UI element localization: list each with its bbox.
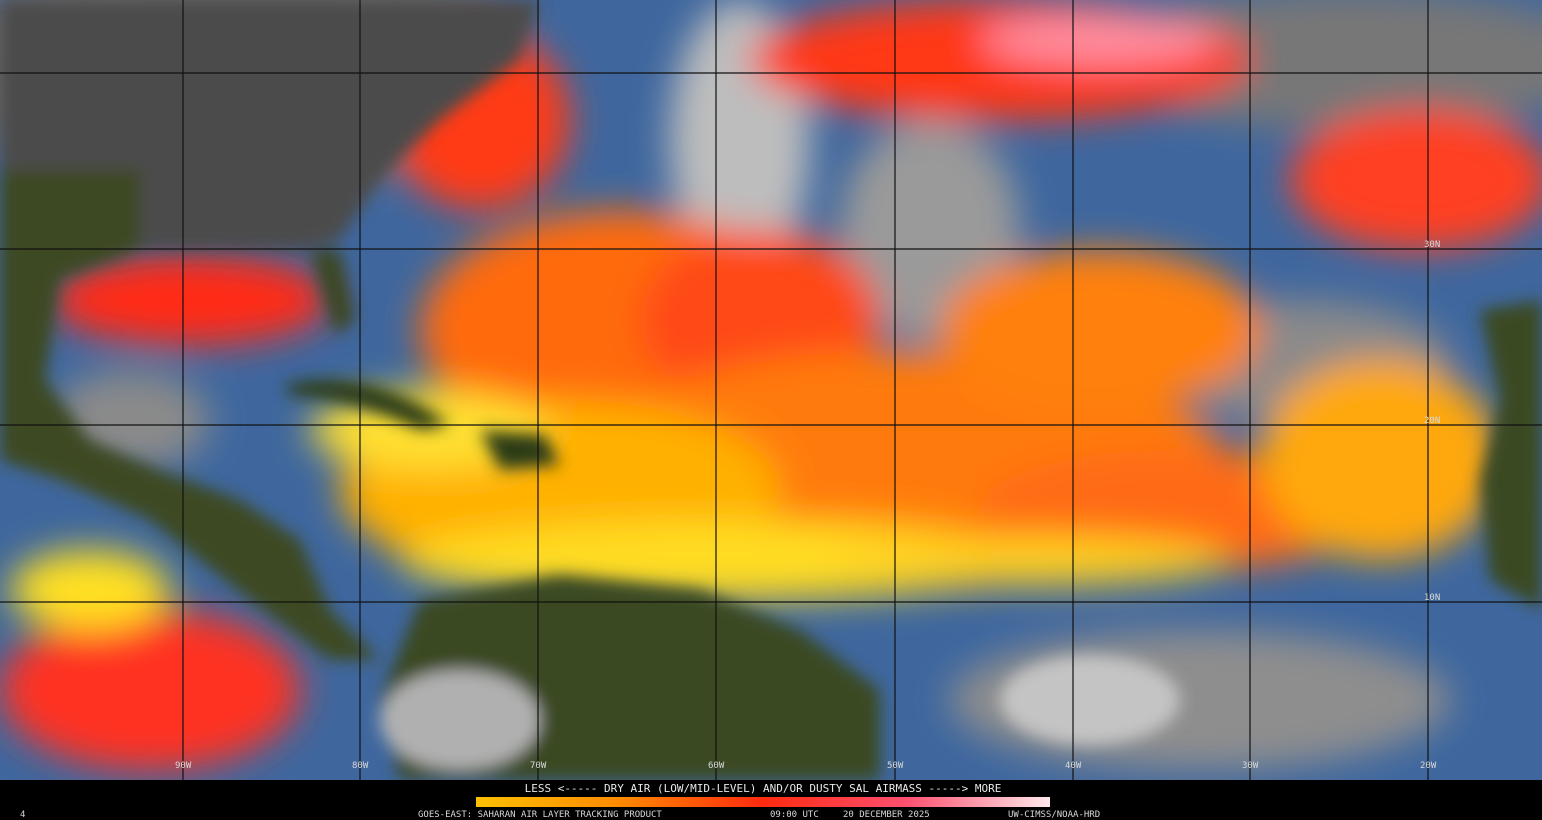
credit: UW-CIMSS/NOAA-HRD: [1008, 810, 1100, 820]
longitude-label: 70W: [530, 761, 547, 771]
colorbar-caption: LESS <----- DRY AIR (LOW/MID-LEVEL) AND/…: [525, 782, 1002, 795]
longitude-label: 80W: [352, 761, 369, 771]
time: 09:00 UTC: [770, 810, 819, 820]
longitude-label: 30W: [1242, 761, 1259, 771]
imagery: [0, 0, 1542, 780]
longitude-label: 60W: [708, 761, 725, 771]
longitude-label: 90W: [175, 761, 192, 771]
latitude-label: 20N: [1424, 416, 1440, 426]
longitude-label: 20W: [1420, 761, 1437, 771]
longitude-label: 40W: [1065, 761, 1082, 771]
latitude-label: 10N: [1424, 593, 1440, 603]
colorbar: [476, 797, 1050, 807]
longitude-label: 50W: [887, 761, 904, 771]
corner-label: 4: [20, 810, 25, 820]
graticule: [0, 0, 1542, 780]
date: 20 DECEMBER 2025: [843, 810, 930, 820]
latitude-label: 30N: [1424, 240, 1440, 250]
product-name: GOES-EAST: SAHARAN AIR LAYER TRACKING PR…: [418, 810, 662, 820]
